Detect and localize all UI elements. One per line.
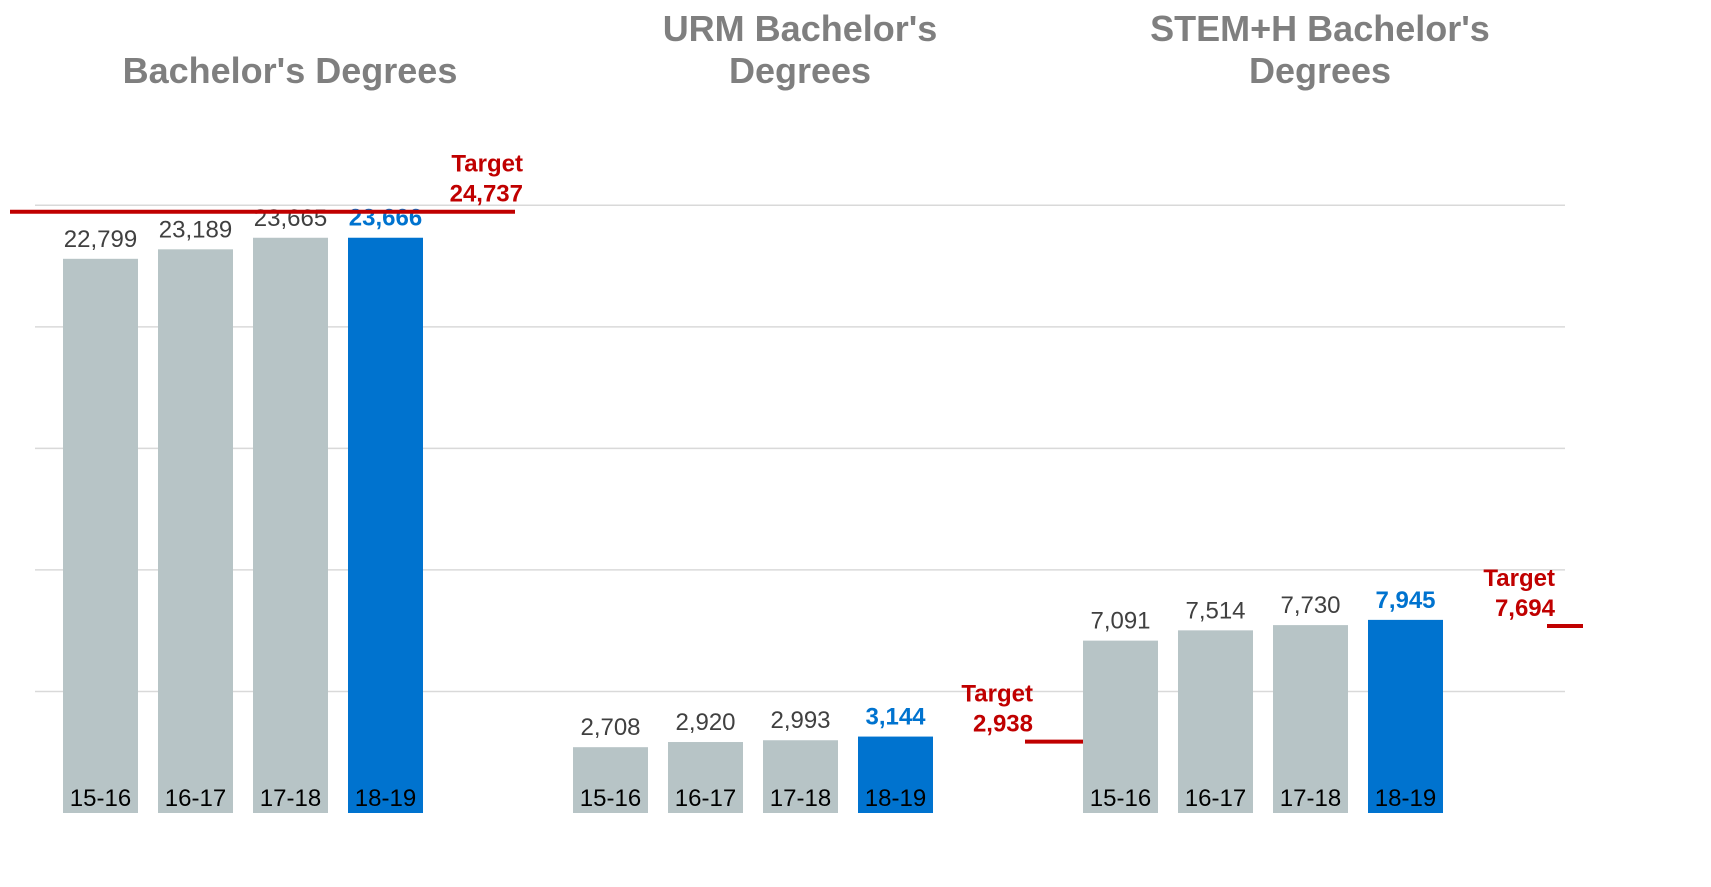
value-label: 22,799 [64, 226, 137, 253]
value-label: 7,091 [1090, 608, 1150, 635]
x-tick-label: 17-18 [770, 785, 831, 812]
bar [158, 249, 233, 813]
value-label: 2,920 [675, 709, 735, 736]
chart-title: URM Bachelor's Degrees [662, 8, 938, 91]
value-label: 7,730 [1280, 592, 1340, 619]
value-label: 7,514 [1185, 597, 1245, 624]
target-label: Target [961, 681, 1033, 708]
x-tick-label: 17-18 [260, 785, 321, 812]
value-label: 2,708 [580, 714, 640, 741]
bar [253, 237, 328, 813]
bar [573, 747, 648, 813]
target-value: 7,694 [1495, 595, 1556, 622]
bar [1178, 630, 1253, 813]
value-label: 23,665 [254, 205, 327, 232]
x-tick-label: 16-17 [675, 785, 736, 812]
bar [1083, 640, 1158, 813]
bar [763, 740, 838, 813]
target-label: Target [451, 151, 523, 178]
value-label: 3,144 [865, 704, 926, 731]
target-value: 2,938 [973, 711, 1033, 738]
x-tick-label: 15-16 [580, 785, 641, 812]
chart-title: STEM+H Bachelor's Degrees [1150, 8, 1490, 91]
value-label: 7,945 [1375, 587, 1435, 614]
x-tick-label: 15-16 [70, 785, 131, 812]
x-tick-label: 18-19 [355, 785, 416, 812]
target-label: Target [1483, 565, 1555, 592]
value-label: 23,189 [159, 216, 232, 243]
x-tick-label: 15-16 [1090, 785, 1151, 812]
x-tick-label: 16-17 [165, 785, 226, 812]
chart-title: Bachelor's Degrees [122, 50, 458, 91]
x-tick-label: 16-17 [1185, 785, 1246, 812]
target-value: 24,737 [450, 181, 523, 208]
x-tick-label: 18-19 [1375, 785, 1436, 812]
bar [668, 742, 743, 813]
bar [1368, 619, 1443, 813]
x-tick-label: 17-18 [1280, 785, 1341, 812]
bar [63, 258, 138, 813]
bar [348, 237, 423, 814]
x-tick-label: 18-19 [865, 785, 926, 812]
bar [858, 736, 933, 813]
value-label: 23,666 [349, 205, 422, 232]
value-label: 2,993 [770, 707, 830, 734]
bar [1273, 625, 1348, 813]
